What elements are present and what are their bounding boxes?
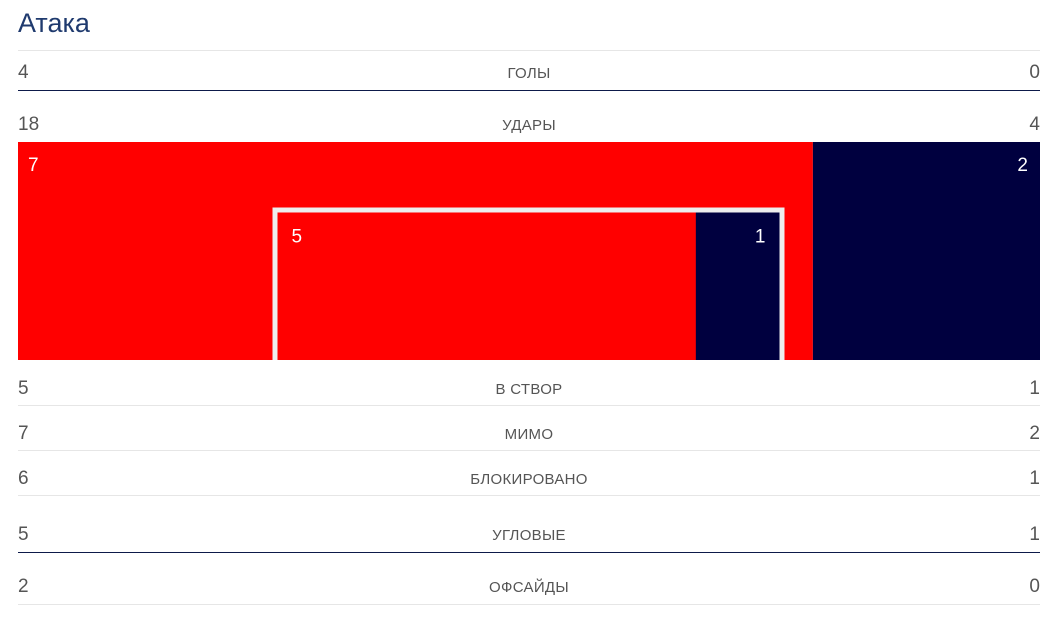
home-value: 6	[18, 468, 29, 489]
on-target-home-label: 5	[292, 227, 303, 248]
divider	[18, 604, 1040, 605]
stat-row-on-target: 5 В СТВОР 1	[18, 378, 1040, 402]
on-target-home-bar	[277, 212, 696, 360]
away-value: 4	[1029, 114, 1040, 135]
away-value: 0	[1029, 62, 1040, 83]
divider	[18, 90, 1040, 91]
stat-label: УДАРЫ	[502, 117, 556, 134]
away-value: 0	[1029, 576, 1040, 597]
divider	[18, 495, 1040, 496]
stat-label: МИМО	[504, 426, 554, 443]
stat-row-corners: 5 УГЛОВЫЕ 1	[18, 524, 1040, 548]
home-value: 7	[18, 423, 29, 444]
divider	[18, 405, 1040, 406]
home-value: 18	[18, 114, 40, 135]
stat-label: ОФСАЙДЫ	[489, 579, 569, 596]
stat-row-goals: 4 ГОЛЫ 0	[18, 62, 1040, 86]
off-target-away-bar	[812, 142, 1040, 360]
on-target-away-label: 1	[755, 227, 766, 248]
stat-label: В СТВОР	[495, 381, 563, 398]
divider	[18, 450, 1040, 451]
goal-frame	[272, 207, 785, 360]
home-value: 5	[18, 378, 29, 399]
away-value: 1	[1029, 468, 1040, 489]
stat-label: ГОЛЫ	[507, 65, 551, 82]
stat-row-off-target: 7 МИМО 2	[18, 423, 1040, 447]
divider	[18, 50, 1040, 51]
away-value: 2	[1029, 423, 1040, 444]
away-value: 1	[1029, 378, 1040, 399]
off-target-away-label: 2	[1017, 155, 1028, 176]
on-target-away-bar	[695, 212, 780, 360]
shots-breakdown-chart: 7 2 5 1	[18, 142, 1040, 360]
home-value: 4	[18, 62, 29, 83]
stat-row-blocked: 6 БЛОКИРОВАНО 1	[18, 468, 1040, 492]
off-target-home-label: 7	[28, 155, 39, 176]
stat-row-shots: 18 УДАРЫ 4	[18, 114, 1040, 138]
section-title: Атака	[18, 8, 90, 38]
stat-label: БЛОКИРОВАНО	[470, 471, 588, 488]
away-value: 1	[1029, 524, 1040, 545]
divider	[18, 552, 1040, 553]
home-value: 5	[18, 524, 29, 545]
stat-label: УГЛОВЫЕ	[492, 527, 566, 544]
home-value: 2	[18, 576, 29, 597]
stat-row-offsides: 2 ОФСАЙДЫ 0	[18, 576, 1040, 600]
